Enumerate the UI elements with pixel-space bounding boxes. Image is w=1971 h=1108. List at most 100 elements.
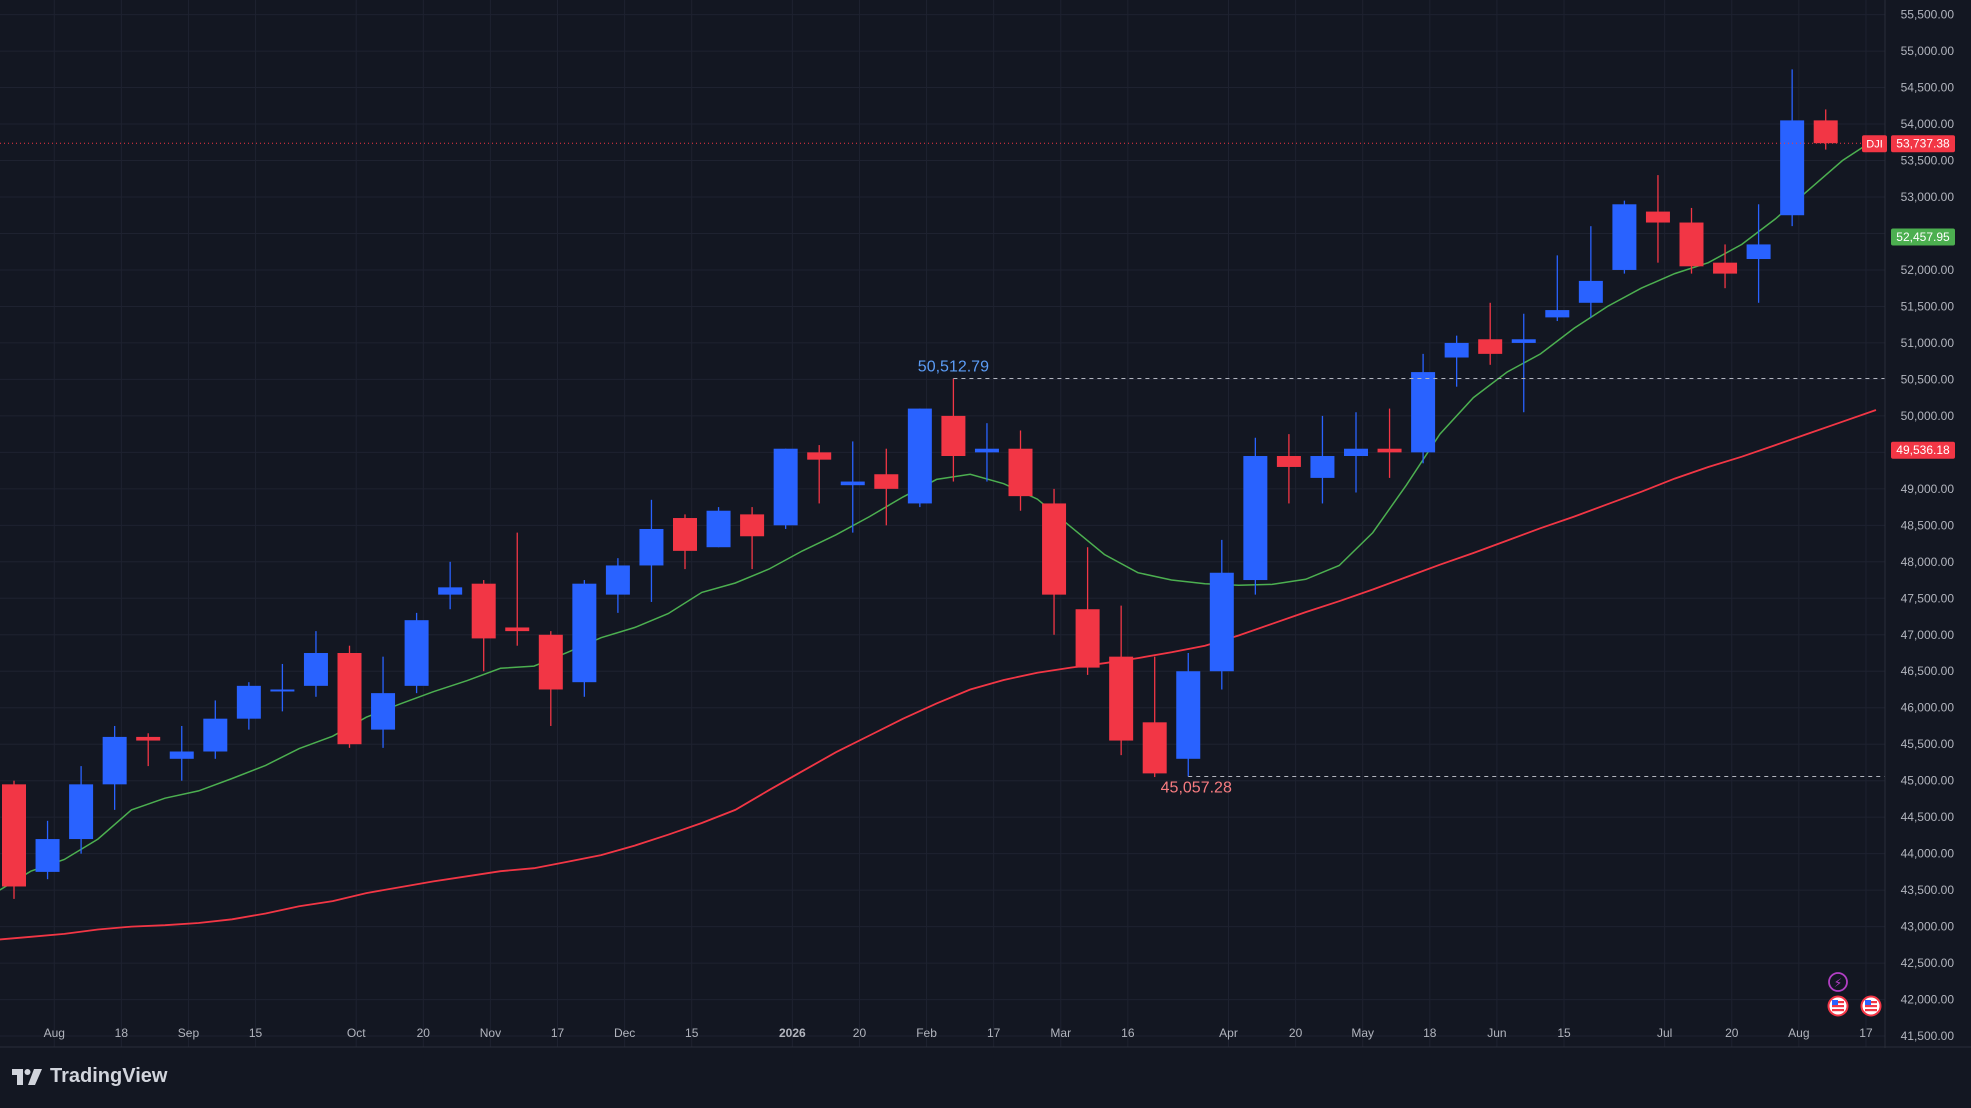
price-axis[interactable]: 41,500.00 42,000.00 42,500.00 43,000.00 43,5… <box>1901 8 1955 1043</box>
candle[interactable] <box>1377 408 1402 478</box>
candle[interactable] <box>136 733 161 767</box>
candle[interactable] <box>1310 415 1335 504</box>
candle-body[interactable] <box>303 653 328 686</box>
candle-body[interactable] <box>1444 342 1469 358</box>
candle-body[interactable] <box>1780 120 1805 216</box>
candle-body[interactable] <box>1746 244 1771 260</box>
candle[interactable] <box>1209 539 1234 690</box>
time-axis[interactable]: Aug 18 Sep 15 Oct 20 Nov 17 Dec 15 2026 20 Feb 17 Mar 1… <box>44 1026 1873 1040</box>
candle-body[interactable] <box>706 510 731 548</box>
candle[interactable] <box>605 558 630 613</box>
candle-body[interactable] <box>1344 448 1368 457</box>
candle-body[interactable] <box>1679 222 1704 267</box>
candle[interactable] <box>840 441 865 533</box>
candle[interactable] <box>169 725 194 781</box>
candle[interactable] <box>438 561 463 610</box>
candle[interactable] <box>706 507 731 548</box>
candle[interactable] <box>1243 437 1268 595</box>
candle-body[interactable] <box>941 415 966 457</box>
candle-body[interactable] <box>840 481 865 486</box>
candle-body[interactable] <box>2 784 26 887</box>
candle-body[interactable] <box>1411 372 1436 453</box>
candle[interactable] <box>1411 353 1436 464</box>
candle-body[interactable] <box>538 634 563 690</box>
us-flag-icon[interactable] <box>1827 995 1849 1017</box>
candle-body[interactable] <box>69 784 94 840</box>
candle-body[interactable] <box>203 718 228 752</box>
candle[interactable] <box>1109 605 1134 756</box>
candle-body[interactable] <box>1310 456 1335 478</box>
candle-body[interactable] <box>1042 503 1067 595</box>
candle[interactable] <box>1679 207 1704 274</box>
candle[interactable] <box>1008 430 1033 511</box>
candle-body[interactable] <box>907 408 932 504</box>
candle[interactable] <box>236 682 261 730</box>
lightning-icon[interactable] <box>1828 972 1848 992</box>
candle-body[interactable] <box>337 653 362 745</box>
candle-body[interactable] <box>35 839 60 872</box>
candle[interactable] <box>1780 69 1805 227</box>
candle[interactable] <box>1344 412 1368 493</box>
candle-body[interactable] <box>1612 204 1637 270</box>
candle[interactable] <box>639 499 664 602</box>
candle-body[interactable] <box>102 736 127 785</box>
candle[interactable] <box>1645 175 1670 263</box>
candle-body[interactable] <box>505 627 530 632</box>
candle-body[interactable] <box>1545 310 1570 318</box>
candle[interactable] <box>673 514 697 570</box>
candle-body[interactable] <box>740 514 765 537</box>
candle-body[interactable] <box>1142 722 1167 774</box>
candle[interactable] <box>907 408 932 508</box>
candle[interactable] <box>35 820 60 880</box>
candle-body[interactable] <box>1008 448 1033 497</box>
candle[interactable] <box>303 631 328 697</box>
candle[interactable] <box>1478 302 1503 365</box>
candle[interactable] <box>740 507 765 570</box>
candle-body[interactable] <box>169 751 194 759</box>
candle[interactable] <box>1142 656 1167 778</box>
candle[interactable] <box>203 700 228 759</box>
candle-body[interactable] <box>1713 262 1738 274</box>
candle[interactable] <box>404 612 429 694</box>
candle[interactable] <box>974 423 999 482</box>
candles[interactable] <box>2 69 1838 899</box>
candle[interactable] <box>471 580 496 672</box>
candle-body[interactable] <box>371 693 396 730</box>
candle-body[interactable] <box>807 452 832 460</box>
candle-body[interactable] <box>1109 656 1134 741</box>
candle[interactable] <box>1746 204 1771 303</box>
candle-body[interactable] <box>270 689 295 692</box>
candle[interactable] <box>337 645 362 748</box>
candle-body[interactable] <box>1478 339 1503 354</box>
candle-body[interactable] <box>572 583 597 683</box>
candle-body[interactable] <box>773 448 798 526</box>
candle-body[interactable] <box>974 448 999 453</box>
candle[interactable] <box>1444 335 1469 387</box>
candle-body[interactable] <box>1511 339 1536 343</box>
candle[interactable] <box>538 631 563 726</box>
candle-body[interactable] <box>1209 572 1234 672</box>
candle[interactable] <box>69 766 94 854</box>
candle-body[interactable] <box>1377 448 1402 453</box>
candle-body[interactable] <box>1176 671 1201 759</box>
candle-body[interactable] <box>605 565 630 595</box>
candle[interactable] <box>1176 653 1201 777</box>
candle[interactable] <box>1612 200 1637 274</box>
candle[interactable] <box>2 780 26 899</box>
candle[interactable] <box>1713 244 1738 289</box>
candle[interactable] <box>270 663 295 712</box>
event-icons[interactable]: ⚡ <box>1827 972 1882 1017</box>
candle-body[interactable] <box>673 518 697 551</box>
candle-body[interactable] <box>236 685 261 719</box>
candle-body[interactable] <box>1075 609 1100 668</box>
candle-body[interactable] <box>1645 211 1670 223</box>
candle-body[interactable] <box>438 587 463 595</box>
price-chart[interactable]: 50,512.79 45,057.28 41,500.00 42,000.00 42,… <box>0 0 1971 1048</box>
candle[interactable] <box>1276 434 1301 504</box>
candle-body[interactable] <box>471 583 496 639</box>
candle-body[interactable] <box>1578 280 1603 303</box>
candle[interactable] <box>807 445 832 504</box>
candle-body[interactable] <box>136 736 161 741</box>
candle[interactable] <box>1511 313 1536 413</box>
candle[interactable] <box>941 378 966 482</box>
